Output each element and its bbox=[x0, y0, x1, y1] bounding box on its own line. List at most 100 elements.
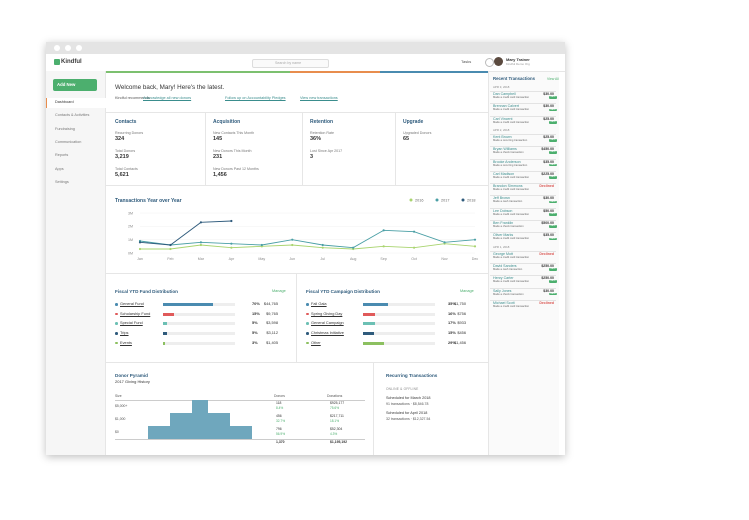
entry-name[interactable]: Kent Brown bbox=[493, 134, 512, 139]
nav-item[interactable]: Reports bbox=[55, 153, 69, 158]
pyramid-bar bbox=[170, 413, 230, 426]
nav-item[interactable]: Fundraising bbox=[55, 126, 75, 131]
panel-title: Fiscal YTD Fund Distribution bbox=[115, 289, 178, 294]
entry-name[interactable]: Bryan Williams bbox=[493, 147, 517, 152]
legend-label: 2017 bbox=[441, 199, 449, 203]
pyramid-donors-pct: 32.7% bbox=[276, 418, 286, 423]
entry-name[interactable]: Dan Campbell bbox=[493, 92, 516, 96]
pyramid-donations-pct: 75.6% bbox=[330, 405, 340, 410]
nav-item[interactable]: Communication bbox=[55, 139, 82, 144]
series-point bbox=[138, 247, 142, 251]
row-name[interactable]: Events bbox=[120, 339, 132, 345]
legend-dot bbox=[461, 198, 465, 202]
entry-name[interactable]: Sally Jones bbox=[493, 288, 512, 293]
entry-name[interactable]: George Mott bbox=[493, 251, 513, 256]
row-amount: $1,405 bbox=[266, 339, 278, 345]
entry-name[interactable]: Carl Madison bbox=[493, 171, 515, 176]
entry-name[interactable]: David Sanders bbox=[493, 263, 517, 268]
stat-card-title: Upgrade bbox=[403, 119, 424, 125]
stat-label: Recurring Donors bbox=[115, 131, 144, 135]
entry-desc: Made a credit card transaction bbox=[493, 304, 530, 308]
x-tick-label: Aug bbox=[350, 257, 356, 261]
entry-name[interactable]: Jeff Brown bbox=[493, 196, 510, 201]
x-tick-label: May bbox=[258, 257, 265, 261]
nav-item[interactable]: Apps bbox=[55, 166, 64, 171]
title-bar bbox=[46, 42, 565, 54]
row-name[interactable]: General Fund bbox=[120, 301, 144, 306]
row-name[interactable]: General Campaign bbox=[311, 320, 344, 326]
row-name[interactable]: Christmas Initiative bbox=[311, 330, 344, 336]
stat-label: Upgraded Donors bbox=[403, 131, 432, 135]
recommend-link[interactable]: View new transactions bbox=[300, 96, 338, 100]
pyramid-donors-header: Donors bbox=[274, 394, 285, 398]
series-point bbox=[473, 238, 477, 241]
chart-title: Transactions Year over Year bbox=[115, 198, 182, 204]
transactions-chart: Transactions Year over Year 2016 2017 2018 0… bbox=[115, 198, 478, 261]
row-amount: $3,112 bbox=[266, 330, 278, 336]
entry-desc: Made a credit card transaction bbox=[493, 280, 530, 284]
row-name[interactable]: Trips bbox=[120, 330, 129, 336]
bar-fill bbox=[363, 341, 384, 345]
entry-name[interactable]: Michael Scott bbox=[493, 300, 515, 305]
row-name[interactable]: Spring Giving Day bbox=[311, 310, 343, 316]
nav-item[interactable]: Dashboard bbox=[55, 100, 74, 104]
entry-desc: Made a recurring transaction bbox=[493, 163, 528, 167]
entry-name[interactable]: Brennan Calvert bbox=[493, 104, 519, 109]
manage-link[interactable]: Manage bbox=[272, 289, 286, 293]
row-share: 15% bbox=[252, 310, 260, 316]
user-name[interactable]: Mary Trainer bbox=[506, 56, 530, 62]
series-line bbox=[139, 229, 476, 249]
entry-amount: $500.00 bbox=[541, 221, 554, 225]
entry-desc: Made a credit card transaction bbox=[493, 188, 530, 192]
entry-name[interactable]: Carl Vincent bbox=[493, 116, 513, 121]
x-tick-label: Oct bbox=[411, 257, 417, 261]
entry-name[interactable]: Lee Dobson bbox=[493, 208, 513, 213]
series-point bbox=[321, 243, 324, 247]
x-tick-label: Jun bbox=[289, 257, 295, 261]
view-all[interactable]: View All bbox=[547, 76, 559, 81]
row-name[interactable]: Other bbox=[311, 339, 321, 345]
entry-name[interactable]: Oliver Marks bbox=[493, 233, 514, 238]
row-amount: $1,750 bbox=[454, 301, 466, 306]
nav-item[interactable]: Settings bbox=[55, 179, 69, 184]
stat-value: 36% bbox=[310, 136, 322, 142]
recommend-link[interactable]: Acknowledge all new donors bbox=[143, 96, 192, 100]
pyramid-size: $0 bbox=[115, 430, 119, 434]
series-point bbox=[169, 247, 172, 251]
entry-name[interactable]: Brooke Anderson bbox=[493, 159, 521, 164]
series-point bbox=[199, 243, 203, 247]
entry-name[interactable]: Henry Carter bbox=[493, 276, 514, 281]
pyramid-donors: 796 bbox=[276, 427, 282, 431]
entry-name[interactable]: Ben Franklin bbox=[493, 221, 514, 225]
stat-label: Total Contacts bbox=[115, 167, 138, 171]
recent-title: Recent Transactions bbox=[493, 76, 536, 81]
entry-badge: NEW bbox=[549, 95, 557, 99]
bar-track bbox=[163, 341, 235, 345]
notifications[interactable] bbox=[485, 58, 494, 67]
pyramid-total-donations: $1,195,192 bbox=[330, 439, 347, 444]
x-tick-label: Jan bbox=[137, 257, 143, 261]
pyramid-total-donors: 1,370 bbox=[276, 439, 285, 444]
accent-orange bbox=[290, 71, 380, 73]
nav-item[interactable]: Contacts & Activities bbox=[55, 113, 90, 118]
row-amount: $456 bbox=[457, 330, 466, 336]
series-point bbox=[412, 230, 416, 233]
row-name[interactable]: Special Fund bbox=[120, 320, 143, 326]
x-tick-label: Sep bbox=[380, 257, 386, 261]
tasks-link[interactable]: Tasks bbox=[461, 59, 472, 64]
row-dot bbox=[306, 303, 309, 306]
series-point bbox=[199, 241, 203, 244]
row-name[interactable]: Fall Gala bbox=[311, 301, 327, 306]
add-new-button[interactable]: Add New bbox=[53, 79, 97, 91]
manage-link[interactable]: Manage bbox=[460, 289, 474, 293]
row-amount: $1,456 bbox=[454, 339, 466, 345]
recommend-link[interactable]: Follow up on Accountability Pledges bbox=[225, 96, 286, 100]
stat-value: 145 bbox=[213, 136, 223, 142]
row-dot bbox=[115, 341, 118, 345]
entry-amount: $35.00 bbox=[543, 159, 554, 164]
pyramid-donations: $217,711 bbox=[330, 414, 344, 418]
entry-name[interactable]: Brandon Simmons bbox=[493, 184, 523, 189]
row-share: 70% bbox=[252, 301, 260, 306]
row-name[interactable]: Scholarship Fund bbox=[120, 310, 151, 316]
search-box[interactable]: Search by name bbox=[252, 58, 329, 68]
